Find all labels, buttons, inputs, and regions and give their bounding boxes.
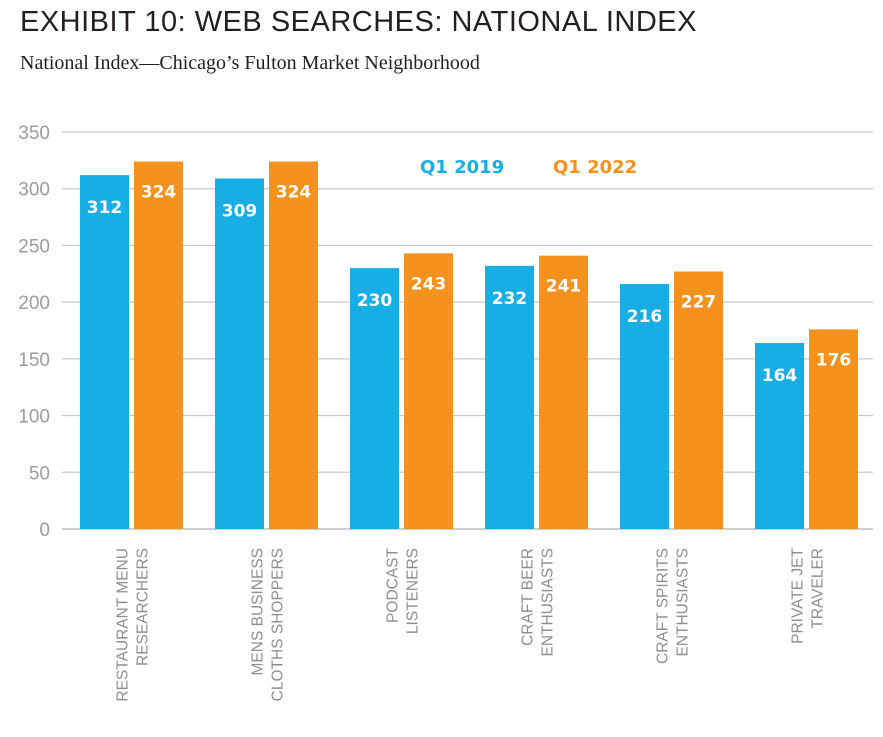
bar-q1-2019-3 bbox=[485, 265, 534, 529]
bar-q1-2022-2 bbox=[404, 253, 453, 529]
chart-title: EXHIBIT 10: WEB SEARCHES: NATIONAL INDEX bbox=[20, 6, 697, 38]
data-label-q1-2019-0: 312 bbox=[87, 198, 123, 218]
category-label-3: CRAFT BEER ENTHUSIASTS bbox=[520, 548, 557, 657]
data-label-q1-2019-1: 309 bbox=[222, 202, 258, 222]
data-label-q1-2022-4: 227 bbox=[681, 293, 717, 313]
y-tick-label-100: 100 bbox=[18, 407, 50, 428]
data-label-q1-2022-5: 176 bbox=[816, 350, 852, 370]
bar-q1-2022-5 bbox=[809, 329, 858, 529]
y-tick-label-0: 0 bbox=[39, 520, 50, 541]
bar-q1-2019-4 bbox=[620, 283, 669, 529]
category-label-4: CRAFT SPIRITS ENTHUSIASTS bbox=[655, 548, 692, 664]
data-label-q1-2019-4: 216 bbox=[627, 307, 663, 327]
data-label-q1-2019-3: 232 bbox=[492, 289, 528, 309]
bar-q1-2022-0 bbox=[134, 161, 183, 529]
y-tick-label-150: 150 bbox=[18, 350, 50, 371]
category-label-5: PRIVATE JET TRAVELER bbox=[790, 547, 827, 643]
y-tick-label-250: 250 bbox=[18, 236, 50, 257]
data-label-q1-2019-5: 164 bbox=[762, 366, 798, 386]
bar-q1-2019-5 bbox=[755, 342, 804, 529]
y-axis-ticks: 0 50 100 150 200 250 300 350 bbox=[18, 123, 50, 541]
data-label-q1-2019-2: 230 bbox=[357, 291, 393, 311]
legend-item-q1-2022: Q1 2022 bbox=[553, 157, 637, 178]
bar-q1-2022-1 bbox=[269, 161, 318, 529]
legend: Q1 2019 Q1 2022 bbox=[420, 157, 637, 178]
bars bbox=[80, 161, 858, 530]
data-label-q1-2022-2: 243 bbox=[411, 274, 447, 294]
bar-q1-2019-1 bbox=[215, 178, 264, 529]
y-tick-label-300: 300 bbox=[18, 180, 50, 201]
y-tick-label-50: 50 bbox=[29, 463, 50, 484]
gridlines bbox=[62, 131, 873, 530]
bar-q1-2019-2 bbox=[350, 268, 399, 529]
bar-q1-2022-4 bbox=[674, 271, 723, 529]
data-label-q1-2022-0: 324 bbox=[141, 182, 177, 202]
category-label-2: PODCAST LISTENERS bbox=[385, 547, 422, 634]
data-label-q1-2022-3: 241 bbox=[546, 277, 582, 297]
chart-subtitle: National Index—Chicago’s Fulton Market N… bbox=[20, 52, 480, 74]
bar-q1-2022-3 bbox=[539, 255, 588, 529]
category-label-1: MENS BUSINESS CLOTHS SHOPPERS bbox=[250, 548, 287, 701]
data-label-q1-2022-1: 324 bbox=[276, 182, 312, 202]
data-labels: 312 324 309 324 230 243 232 241 216 227 164 176 bbox=[87, 182, 852, 385]
bar-q1-2019-0 bbox=[80, 175, 129, 530]
y-tick-label-350: 350 bbox=[18, 123, 50, 144]
y-tick-label-200: 200 bbox=[18, 293, 50, 314]
category-label-0: RESTAURANT MENU RESEARCHERS bbox=[115, 548, 152, 702]
legend-item-q1-2019: Q1 2019 bbox=[420, 157, 504, 178]
x-axis-categories: RESTAURANT MENU RESEARCHERS MENS BUSINESS C… bbox=[115, 547, 827, 701]
